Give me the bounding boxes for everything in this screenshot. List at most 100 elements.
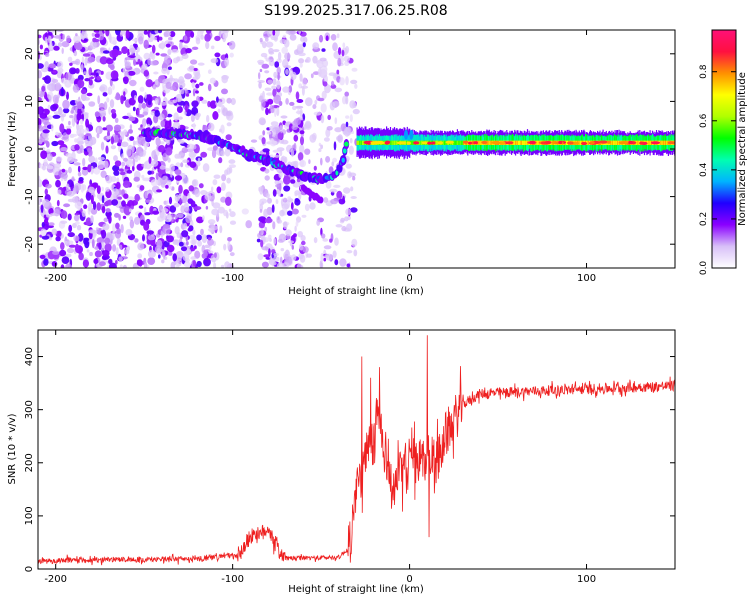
- noise-blob: [97, 31, 105, 41]
- noise-blob: [296, 99, 304, 103]
- noise-blob: [81, 210, 86, 218]
- band-core: [615, 140, 617, 145]
- band-core: [418, 140, 420, 145]
- noise-blob: [182, 159, 190, 163]
- noise-blob: [48, 236, 53, 241]
- noise-blob: [227, 241, 231, 251]
- noise-blob: [259, 68, 263, 73]
- noise-blob: [293, 118, 301, 126]
- noise-blob: [114, 117, 119, 124]
- noise-blob: [259, 37, 263, 43]
- noise-blob: [177, 213, 184, 219]
- noise-blob: [180, 162, 184, 168]
- noise-blob: [261, 63, 270, 69]
- noise-blob: [221, 182, 226, 192]
- noise-blob: [173, 112, 179, 121]
- noise-blob: [118, 168, 124, 172]
- band-core: [394, 140, 396, 145]
- noise-blob: [71, 176, 75, 182]
- noise-blob: [196, 260, 202, 268]
- noise-blob: [123, 91, 126, 97]
- noise-blob: [83, 237, 90, 245]
- noise-blob: [349, 100, 356, 109]
- noise-blob: [115, 181, 121, 190]
- noise-blob: [213, 174, 221, 179]
- band-hotspot: [628, 140, 633, 145]
- noise-blob: [191, 46, 199, 50]
- noise-blob: [46, 83, 52, 91]
- noise-blob: [339, 258, 347, 267]
- noise-blob: [141, 163, 145, 167]
- noise-blob: [81, 30, 85, 36]
- noise-blob: [105, 200, 114, 206]
- noise-blob: [224, 57, 230, 67]
- noise-blob: [151, 44, 156, 54]
- noise-blob: [325, 156, 331, 163]
- noise-blob: [201, 234, 208, 244]
- noise-blob: [295, 105, 304, 109]
- band-hotspot: [581, 141, 588, 146]
- noise-blob: [313, 165, 317, 171]
- band-hotspot: [667, 141, 675, 145]
- noise-blob: [212, 145, 218, 151]
- noise-blob: [276, 262, 285, 268]
- noise-blob: [217, 108, 221, 113]
- noise-blob: [38, 124, 43, 132]
- noise-blob: [106, 58, 114, 65]
- noise-blob: [190, 114, 195, 122]
- noise-blob: [122, 115, 129, 120]
- band-core: [522, 140, 525, 145]
- noise-blob: [91, 238, 95, 249]
- noise-blob: [283, 221, 288, 230]
- band-core: [442, 140, 444, 145]
- noise-blob: [302, 42, 306, 48]
- noise-blob: [158, 30, 162, 34]
- noise-blob: [195, 90, 199, 94]
- noise-blob: [129, 47, 136, 53]
- noise-blob: [188, 65, 195, 71]
- noise-blob: [321, 59, 329, 68]
- noise-blob: [309, 202, 316, 210]
- noise-blob: [351, 238, 358, 247]
- noise-blob: [321, 233, 326, 239]
- noise-blob: [39, 198, 43, 203]
- noise-blob: [305, 56, 311, 63]
- noise-blob: [169, 163, 175, 173]
- noise-blob: [179, 89, 185, 95]
- noise-blob: [318, 34, 324, 43]
- noise-blob: [146, 239, 152, 245]
- noise-blob: [144, 212, 151, 216]
- noise-blob: [94, 250, 102, 258]
- noise-blob: [220, 196, 227, 203]
- noise-blob: [340, 217, 345, 223]
- noise-blob: [57, 67, 64, 73]
- noise-blob: [113, 155, 118, 162]
- noise-blob: [69, 100, 77, 106]
- noise-blob: [160, 230, 164, 239]
- band-core: [648, 140, 650, 145]
- noise-blob: [169, 30, 176, 38]
- noise-blob: [87, 164, 92, 173]
- noise-blob: [64, 240, 68, 245]
- noise-blob: [146, 230, 154, 235]
- noise-blob: [332, 101, 340, 108]
- noise-blob: [72, 84, 80, 93]
- snr-marks: [37, 335, 676, 566]
- noise-blob: [89, 251, 93, 257]
- noise-blob: [167, 48, 172, 56]
- band-core: [361, 140, 363, 145]
- noise-blob: [118, 256, 123, 262]
- noise-blob: [96, 202, 101, 211]
- noise-blob: [55, 179, 61, 188]
- noise-blob: [283, 175, 291, 185]
- noise-blob: [113, 170, 120, 176]
- noise-blob: [77, 232, 84, 242]
- snr-series-line: [37, 335, 676, 566]
- noise-blob: [176, 240, 179, 247]
- noise-blob: [271, 257, 275, 267]
- noise-blob: [129, 136, 135, 141]
- noise-blob: [101, 186, 104, 192]
- noise-blob: [125, 30, 130, 39]
- noise-blob: [108, 258, 113, 265]
- noise-blob: [78, 177, 84, 182]
